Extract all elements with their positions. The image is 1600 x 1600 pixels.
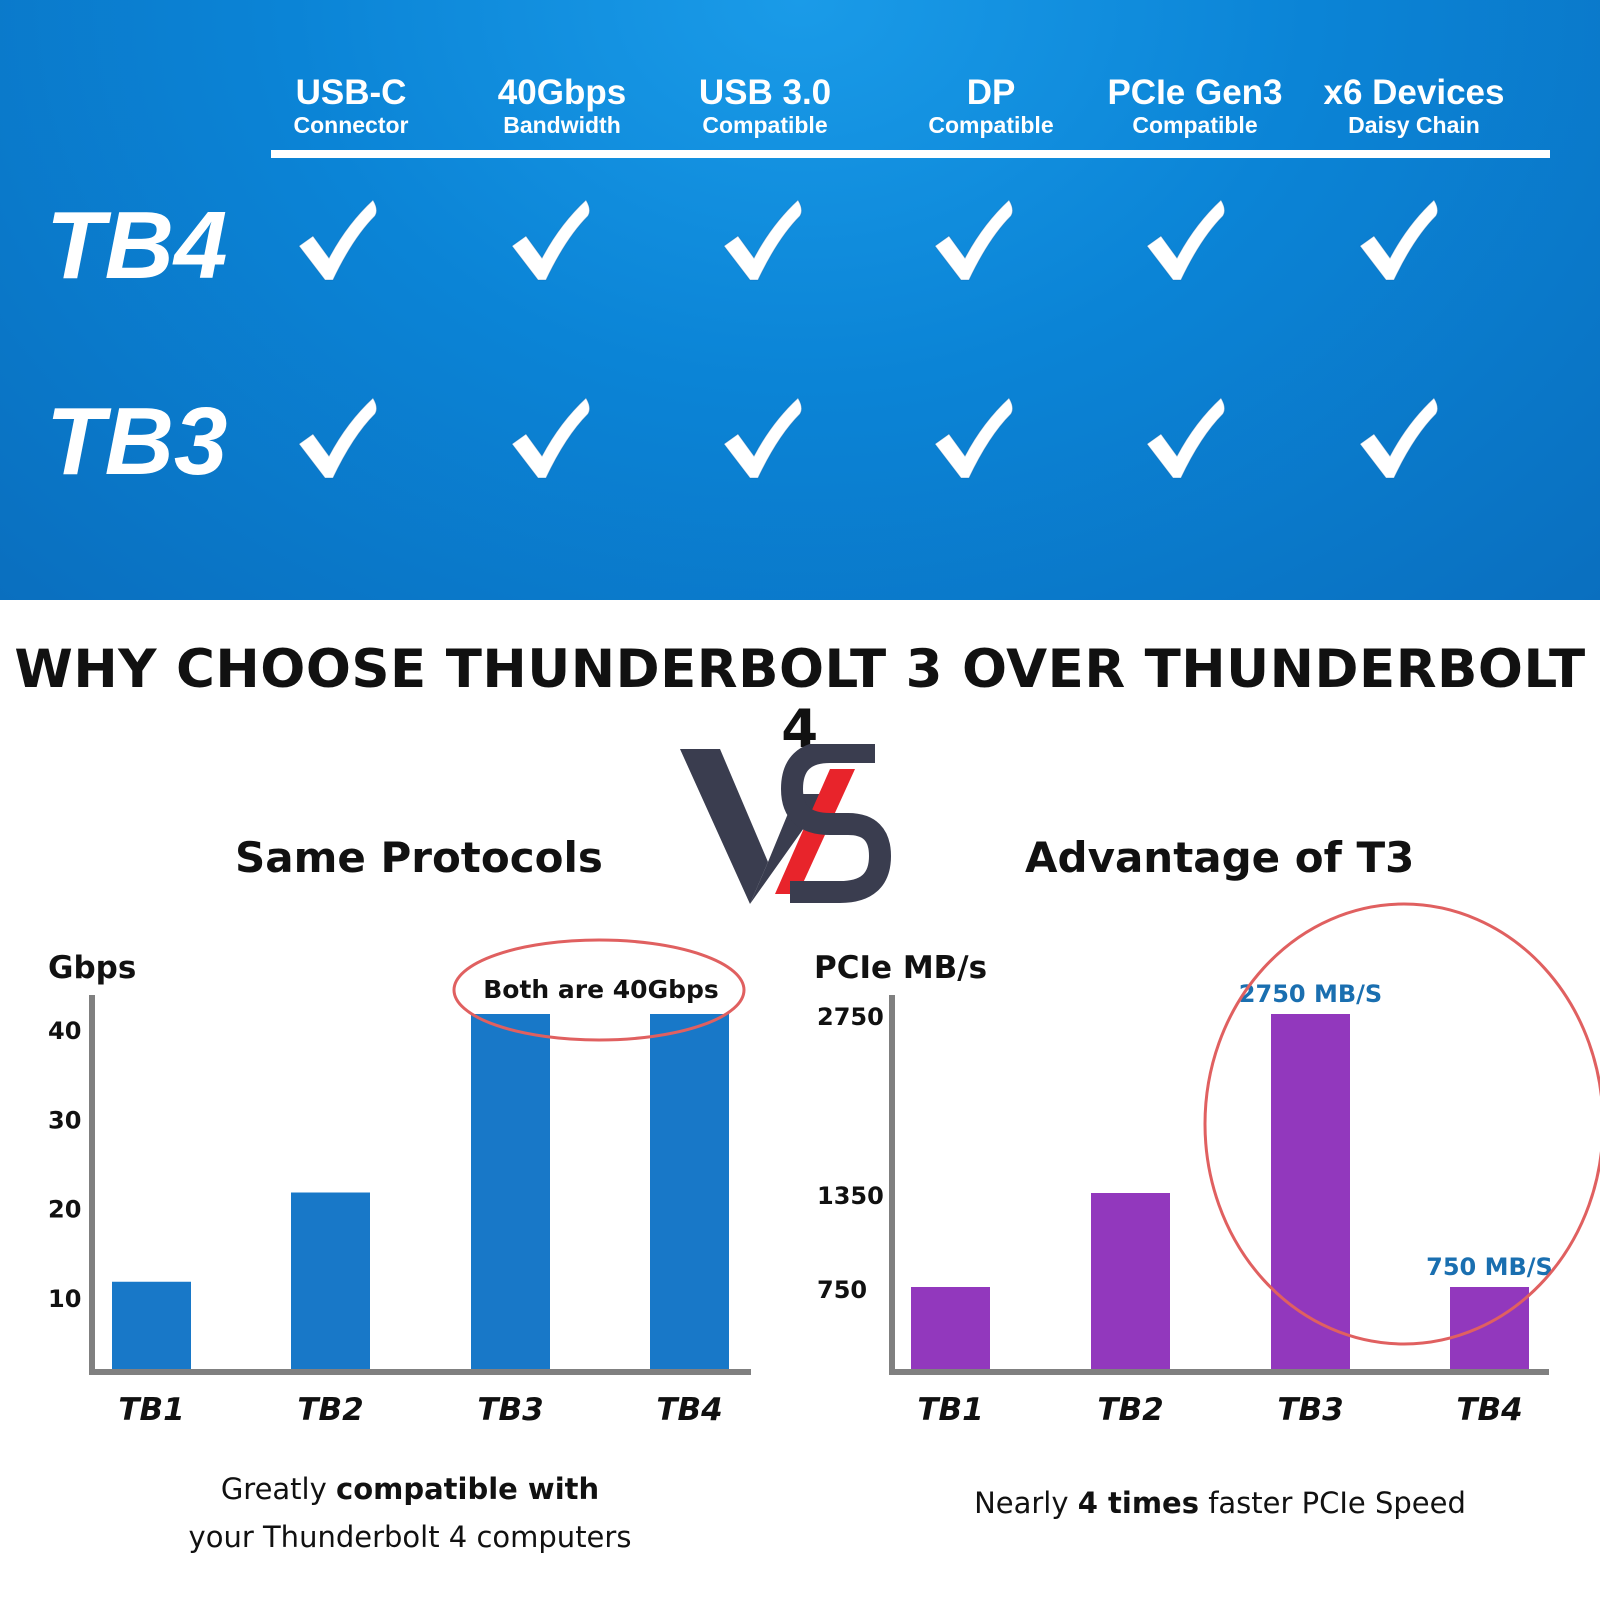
left-section-title: Same Protocols (235, 833, 603, 882)
page-heading: WHY CHOOSE THUNDERBOLT 3 OVER THUNDERBOL… (14, 639, 1586, 760)
caption-bold-text: 4 times (1077, 1486, 1199, 1520)
right-caption: Nearly 4 times faster PCIe Speed (930, 1479, 1510, 1527)
feature-pcie: PCIe Gen3 Compatible (1080, 73, 1310, 139)
feature-subtitle: Compatible (928, 112, 1054, 138)
feature-subtitle: Daisy Chain (1348, 112, 1480, 138)
checkmark-icon (931, 199, 1017, 286)
feature-dp: DP Compatible (876, 73, 1106, 139)
checkmark-icon (1143, 199, 1229, 286)
x-tick-label: TB3 (1277, 1392, 1343, 1428)
bar-tb4 (1450, 1287, 1529, 1371)
y-axis-label: Gbps (48, 950, 136, 986)
vs-logo-icon (680, 744, 892, 904)
x-tick-label: TB4 (656, 1392, 722, 1428)
y-tick-label: 10 (48, 1285, 81, 1313)
y-tick-label: 20 (48, 1196, 81, 1224)
feature-title: 40Gbps (497, 73, 627, 112)
data-label: 2750 MB/S (1239, 980, 1382, 1008)
bar-tb2 (1091, 1193, 1170, 1371)
y-tick-label: 1350 (817, 1182, 884, 1210)
y-axis-label: PCIe MB/s (814, 950, 987, 986)
feature-title: USB-C (295, 73, 407, 112)
y-tick-label: 40 (48, 1017, 81, 1045)
caption-text: Greatly (220, 1472, 336, 1506)
caption-bold-text: compatible with (336, 1472, 600, 1506)
checkmark-icon (931, 397, 1017, 484)
row-label-tb3: TB3 (46, 388, 228, 495)
bar-tb3 (471, 1014, 550, 1371)
feature-subtitle: Connector (293, 112, 409, 138)
checkmark-icon (295, 397, 381, 484)
x-tick-label: TB2 (1097, 1392, 1163, 1428)
right-section-title: Advantage of T3 (1025, 833, 1415, 882)
feature-banner: USB-C Connector 40Gbps Bandwidth USB 3.0… (0, 0, 1600, 600)
y-tick-label: 2750 (817, 1003, 884, 1031)
bar-tb1 (112, 1281, 191, 1371)
checkmark-icon (295, 199, 381, 286)
feature-daisy-chain: x6 Devices Daisy Chain (1299, 73, 1529, 139)
caption-text: faster PCIe Speed (1198, 1486, 1466, 1520)
annotation-label: Both are 40Gbps (483, 975, 719, 1004)
feature-subtitle: Compatible (1132, 112, 1258, 138)
bar-tb4 (650, 1014, 729, 1371)
checkmark-icon (1356, 397, 1442, 484)
bar-tb2 (291, 1192, 370, 1371)
bar-tb1 (911, 1287, 990, 1371)
y-tick-label: 30 (48, 1106, 81, 1134)
feature-usb-c: USB-C Connector (236, 73, 466, 139)
checkmark-icon (720, 397, 806, 484)
left-caption: Greatly compatible with your Thunderbolt… (160, 1465, 660, 1561)
highlight-circle (1203, 902, 1600, 1346)
caption-text: your Thunderbolt 4 computers (188, 1520, 632, 1554)
caption-text: Nearly (974, 1486, 1078, 1520)
y-tick-label: 750 (817, 1276, 867, 1304)
x-tick-label: TB1 (118, 1392, 184, 1428)
x-tick-label: TB3 (477, 1392, 543, 1428)
feature-bandwidth: 40Gbps Bandwidth (447, 73, 677, 139)
x-tick-label: TB2 (297, 1392, 363, 1428)
data-label: 750 MB/S (1426, 1253, 1553, 1281)
feature-title: USB 3.0 (698, 73, 832, 112)
x-tick-label: TB4 (1456, 1392, 1522, 1428)
checkmark-icon (1356, 199, 1442, 286)
checkmark-icon (508, 199, 594, 286)
checkmark-icon (508, 397, 594, 484)
feature-title: PCIe Gen3 (1107, 73, 1283, 112)
checkmark-icon (1143, 397, 1229, 484)
feature-title: DP (966, 73, 1016, 112)
highlight-ellipse (452, 938, 746, 1042)
header-divider (271, 150, 1550, 158)
feature-usb3: USB 3.0 Compatible (650, 73, 880, 139)
feature-subtitle: Compatible (702, 112, 828, 138)
feature-subtitle: Bandwidth (503, 112, 621, 138)
checkmark-icon (720, 199, 806, 286)
x-tick-label: TB1 (917, 1392, 983, 1428)
row-label-tb4: TB4 (46, 192, 228, 299)
feature-title: x6 Devices (1323, 73, 1505, 112)
bar-tb3 (1271, 1014, 1350, 1371)
